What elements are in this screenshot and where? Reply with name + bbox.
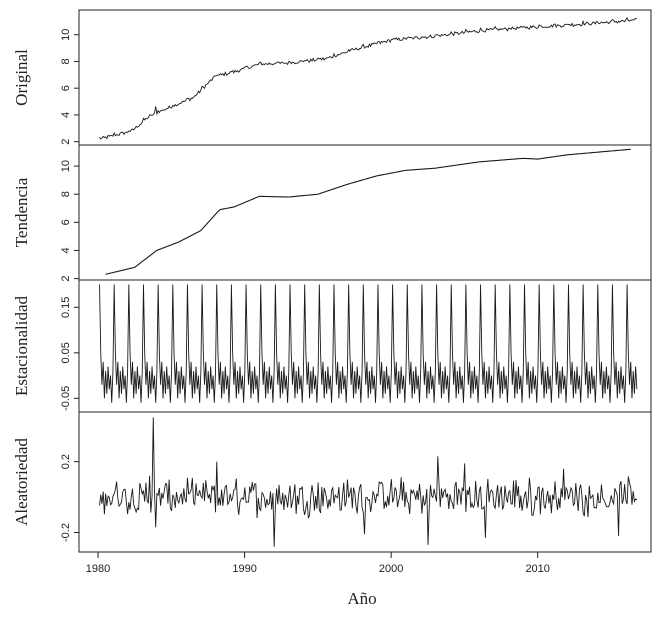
panel-frame	[78, 144, 652, 281]
series-line-tendencia	[105, 148, 631, 275]
panel-frame	[78, 9, 652, 146]
y-tick-label: -0.2	[60, 523, 72, 542]
x-axis: 1980 1990 2000 2010	[86, 551, 550, 575]
x-tick-label: 2000	[379, 563, 403, 575]
x-tick-label: 2010	[525, 563, 549, 575]
series-line-original	[99, 17, 637, 140]
y-tick-label: 0.2	[60, 454, 72, 469]
panel-label: Tendencia	[12, 177, 31, 247]
panel-estacionalidad: -0.05 0.05 0.15 Estacionalidad	[12, 279, 652, 413]
panel-original: 2 4 6 8 10 Original	[12, 9, 652, 146]
series-line-aleatoriedad	[99, 417, 638, 547]
x-tick-label: 1980	[86, 563, 110, 575]
y-tick-label: -0.05	[60, 386, 72, 411]
panel-aleatoriedad: -0.2 0.2 Aleatoriedad	[12, 411, 652, 553]
y-tick-label: 10	[60, 29, 72, 41]
y-tick-label: 8	[60, 191, 72, 197]
y-tick-label: 4	[60, 112, 72, 118]
y-tick-label: 4	[60, 247, 72, 253]
y-tick-label: 0.05	[60, 342, 72, 363]
x-tick-label: 1990	[232, 563, 256, 575]
y-tick-label: 2	[60, 276, 72, 282]
panel-label: Estacionalidad	[12, 295, 31, 396]
y-tick-label: 8	[60, 58, 72, 64]
x-axis-title: Año	[347, 589, 376, 608]
y-tick-label: 10	[60, 160, 72, 172]
panel-tendencia: 2 4 6 8 10 Tendencia	[12, 144, 652, 282]
panel-label: Aleatoriedad	[12, 438, 31, 526]
y-tick-label: 6	[60, 85, 72, 91]
panel-label: Original	[12, 49, 31, 106]
y-tick-label: 2	[60, 139, 72, 145]
y-tick-label: 0.15	[60, 297, 72, 318]
series-line-estacionalidad	[99, 284, 638, 403]
y-tick-label: 6	[60, 219, 72, 225]
